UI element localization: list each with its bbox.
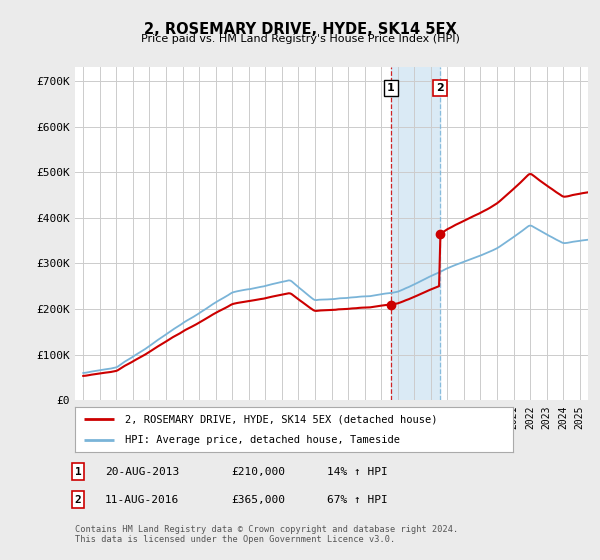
Text: 14% ↑ HPI: 14% ↑ HPI	[327, 466, 388, 477]
Text: Contains HM Land Registry data © Crown copyright and database right 2024.
This d: Contains HM Land Registry data © Crown c…	[75, 525, 458, 544]
Text: 11-AUG-2016: 11-AUG-2016	[105, 494, 179, 505]
Text: 20-AUG-2013: 20-AUG-2013	[105, 466, 179, 477]
Text: 2: 2	[437, 83, 445, 93]
Text: 67% ↑ HPI: 67% ↑ HPI	[327, 494, 388, 505]
Text: HPI: Average price, detached house, Tameside: HPI: Average price, detached house, Tame…	[125, 435, 400, 445]
Text: 2, ROSEMARY DRIVE, HYDE, SK14 5EX: 2, ROSEMARY DRIVE, HYDE, SK14 5EX	[143, 22, 457, 38]
Text: 2, ROSEMARY DRIVE, HYDE, SK14 5EX (detached house): 2, ROSEMARY DRIVE, HYDE, SK14 5EX (detac…	[125, 414, 438, 424]
Text: 1: 1	[387, 83, 395, 93]
Text: 2: 2	[74, 494, 82, 505]
Text: £365,000: £365,000	[231, 494, 285, 505]
Text: £210,000: £210,000	[231, 466, 285, 477]
Text: 1: 1	[74, 466, 82, 477]
Bar	[391, 67, 440, 400]
Text: Price paid vs. HM Land Registry's House Price Index (HPI): Price paid vs. HM Land Registry's House …	[140, 34, 460, 44]
